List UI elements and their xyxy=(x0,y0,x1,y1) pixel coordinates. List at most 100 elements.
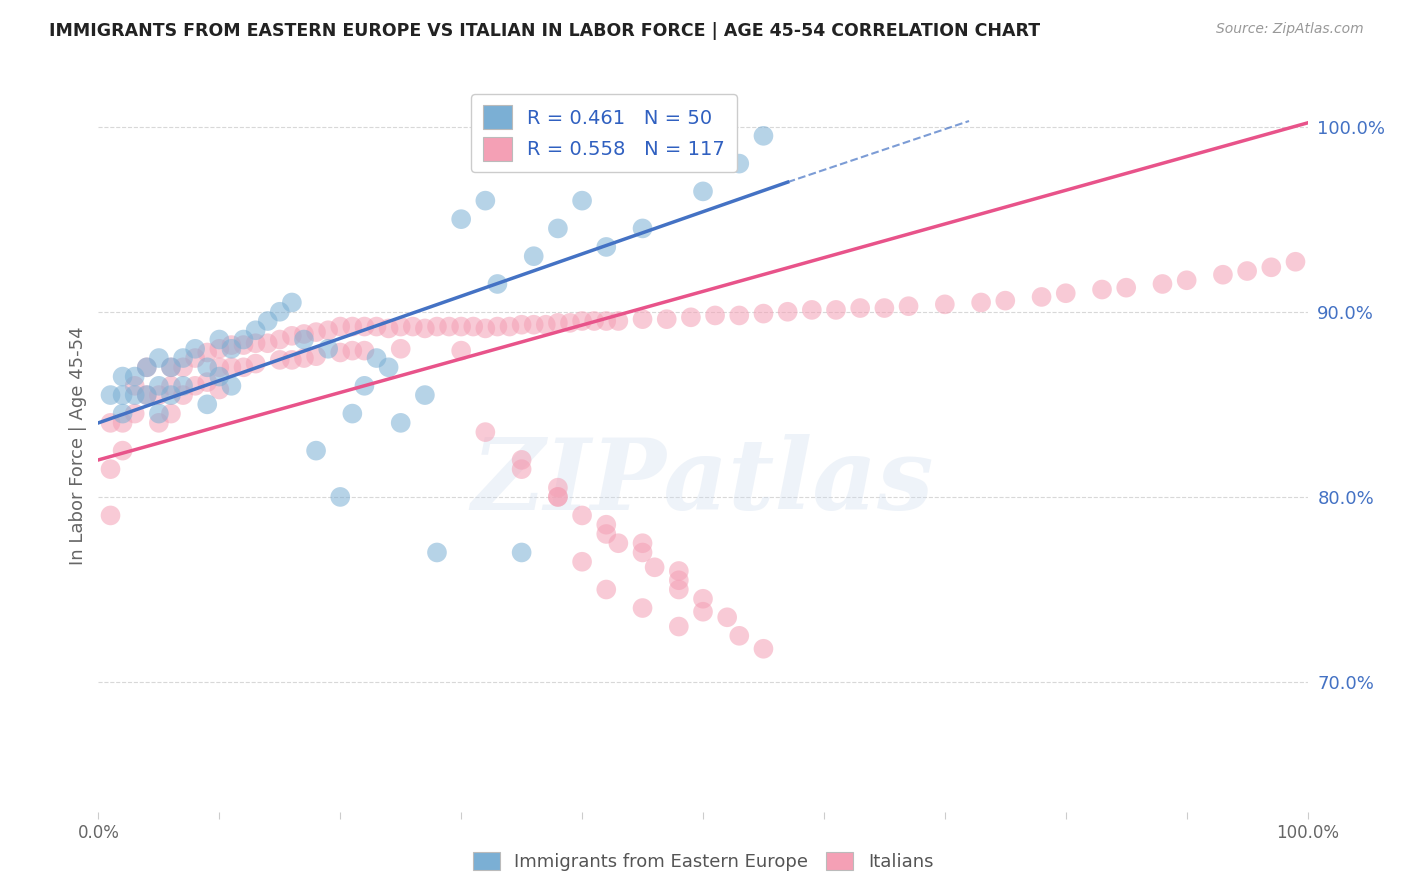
Point xyxy=(329,319,352,334)
Point xyxy=(631,545,654,559)
Point xyxy=(124,388,146,402)
Point xyxy=(716,610,738,624)
Point xyxy=(595,517,617,532)
Legend: Immigrants from Eastern Europe, Italians: Immigrants from Eastern Europe, Italians xyxy=(465,845,941,879)
Point xyxy=(450,212,472,227)
Point xyxy=(232,338,254,352)
Point xyxy=(292,351,315,365)
Point xyxy=(389,416,412,430)
Point xyxy=(281,328,304,343)
Point xyxy=(111,388,134,402)
Point xyxy=(547,490,569,504)
Point xyxy=(692,185,714,199)
Point xyxy=(450,343,472,358)
Point xyxy=(305,349,328,363)
Point xyxy=(1054,286,1077,301)
Point xyxy=(160,388,183,402)
Point xyxy=(1175,273,1198,287)
Point xyxy=(135,360,157,375)
Point xyxy=(172,388,194,402)
Point xyxy=(148,407,170,421)
Point xyxy=(124,407,146,421)
Point xyxy=(752,641,775,656)
Point xyxy=(547,490,569,504)
Point xyxy=(389,319,412,334)
Point xyxy=(571,508,593,523)
Point xyxy=(583,314,606,328)
Point xyxy=(849,301,872,315)
Point xyxy=(474,321,496,335)
Point xyxy=(221,360,243,375)
Point xyxy=(873,301,896,315)
Point xyxy=(148,351,170,365)
Point xyxy=(510,545,533,559)
Point xyxy=(305,443,328,458)
Point xyxy=(934,297,956,311)
Point xyxy=(498,319,520,334)
Point xyxy=(292,326,315,341)
Point xyxy=(668,564,690,578)
Point xyxy=(655,312,678,326)
Point xyxy=(256,314,278,328)
Point xyxy=(269,333,291,347)
Point xyxy=(377,360,399,375)
Point xyxy=(172,379,194,393)
Point xyxy=(184,342,207,356)
Point xyxy=(208,342,231,356)
Point xyxy=(413,321,436,335)
Point xyxy=(692,605,714,619)
Point xyxy=(897,299,920,313)
Point xyxy=(426,545,449,559)
Point xyxy=(825,302,848,317)
Point xyxy=(124,369,146,384)
Point xyxy=(679,310,702,325)
Point xyxy=(668,574,690,588)
Point xyxy=(135,360,157,375)
Point xyxy=(100,416,122,430)
Point xyxy=(752,128,775,143)
Point xyxy=(172,360,194,375)
Point xyxy=(510,318,533,332)
Point xyxy=(329,490,352,504)
Point xyxy=(100,388,122,402)
Point xyxy=(510,462,533,476)
Point xyxy=(450,319,472,334)
Point xyxy=(366,319,388,334)
Point xyxy=(1284,254,1306,268)
Point xyxy=(752,307,775,321)
Point xyxy=(353,319,375,334)
Point xyxy=(160,360,183,375)
Point xyxy=(111,443,134,458)
Point xyxy=(208,369,231,384)
Point xyxy=(292,333,315,347)
Point xyxy=(631,601,654,615)
Point xyxy=(342,343,364,358)
Legend: R = 0.461   N = 50, R = 0.558   N = 117: R = 0.461 N = 50, R = 0.558 N = 117 xyxy=(471,94,737,172)
Point xyxy=(776,304,799,318)
Point xyxy=(523,318,546,332)
Point xyxy=(232,360,254,375)
Point xyxy=(463,319,485,334)
Point xyxy=(534,318,557,332)
Text: IMMIGRANTS FROM EASTERN EUROPE VS ITALIAN IN LABOR FORCE | AGE 45-54 CORRELATION: IMMIGRANTS FROM EASTERN EUROPE VS ITALIA… xyxy=(49,22,1040,40)
Point xyxy=(111,369,134,384)
Point xyxy=(342,319,364,334)
Point xyxy=(221,379,243,393)
Point xyxy=(474,194,496,208)
Point xyxy=(571,555,593,569)
Y-axis label: In Labor Force | Age 45-54: In Labor Force | Age 45-54 xyxy=(69,326,87,566)
Point xyxy=(800,302,823,317)
Point xyxy=(342,407,364,421)
Point xyxy=(970,295,993,310)
Point xyxy=(281,295,304,310)
Point xyxy=(523,249,546,263)
Point xyxy=(510,453,533,467)
Point xyxy=(245,323,267,337)
Point xyxy=(245,357,267,371)
Point xyxy=(547,316,569,330)
Point xyxy=(245,336,267,351)
Point xyxy=(195,375,218,389)
Point xyxy=(100,462,122,476)
Point xyxy=(668,619,690,633)
Point xyxy=(547,481,569,495)
